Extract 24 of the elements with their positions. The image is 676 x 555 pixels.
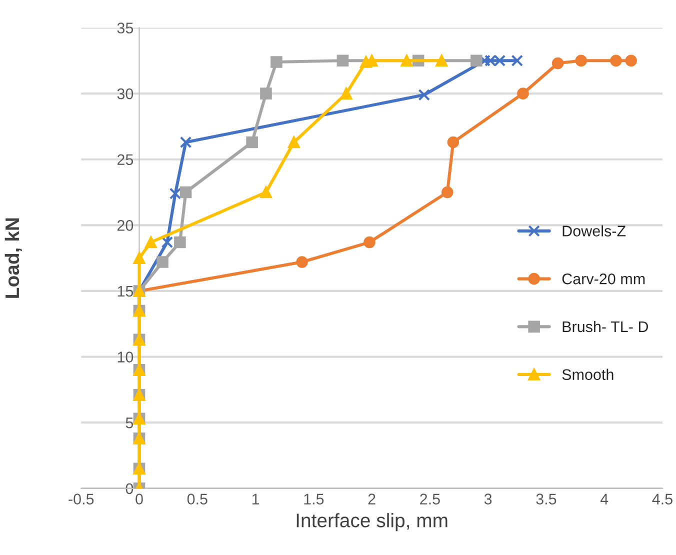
y-tick-label: 10 (118, 352, 134, 362)
x-tick-label: 0 (136, 494, 143, 504)
x-tick-label: 1 (252, 494, 260, 504)
x-tick-label: 2 (368, 494, 376, 504)
legend-label: Smooth (562, 368, 614, 380)
y-tick-label: 20 (117, 220, 134, 231)
x-tick-label: 4 (600, 494, 608, 504)
y-tick-label: 5 (126, 418, 134, 428)
y-tick-label: 35 (117, 22, 134, 34)
x-tick-label: 3 (484, 494, 492, 504)
x-axis-title: Interface slip, mm (296, 513, 448, 532)
legend-label: Dowels-Z (562, 225, 626, 236)
x-tick-label: 0.5 (187, 494, 208, 504)
x-tick-label: 3.5 (536, 494, 556, 504)
x-tick-label: -0.5 (68, 494, 94, 504)
y-tick-label: 15 (118, 286, 134, 297)
y-axis-title: Load, kN (4, 218, 22, 298)
x-tick-label: 1.5 (304, 494, 324, 504)
y-tick-label: 30 (117, 88, 134, 100)
x-tick-label: 2.5 (420, 494, 440, 504)
x-tick-label: 4.5 (652, 494, 672, 504)
legend-label: Brush- TL- D (562, 320, 648, 332)
legend-label: Carv-20 mm (562, 273, 645, 284)
y-tick-label: 25 (117, 154, 134, 166)
